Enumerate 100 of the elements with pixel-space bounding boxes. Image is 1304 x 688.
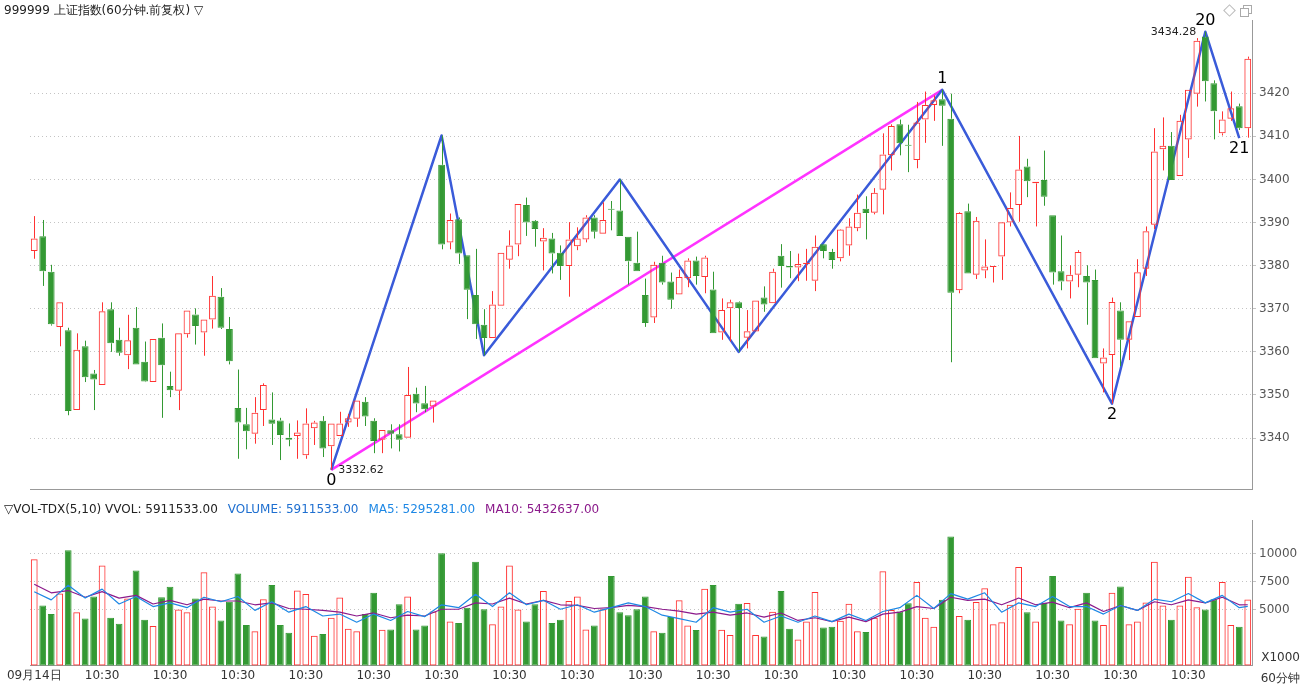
- y-tick-label: 3410: [1259, 128, 1290, 143]
- bar: [47, 614, 55, 666]
- bar: [633, 609, 641, 666]
- bar: [158, 597, 165, 666]
- candlestick: [1117, 301, 1124, 367]
- candlestick: [370, 417, 378, 454]
- bar: [590, 625, 598, 666]
- bar: [319, 633, 327, 666]
- chart-subtitle: VOLUME: 5911533.00: [227, 502, 359, 516]
- candlestick: [709, 271, 717, 334]
- candlestick: [107, 301, 115, 353]
- bar: [1083, 592, 1090, 666]
- x-tick-label: 10:30: [84, 667, 120, 682]
- bar: [64, 550, 72, 666]
- bar: [667, 617, 675, 666]
- annotation: 20: [1195, 9, 1216, 29]
- x-tick-label: 10:30: [831, 667, 867, 682]
- annotation: 1: [937, 67, 948, 87]
- bar: [361, 614, 369, 666]
- candlestick: [192, 307, 199, 346]
- bar: [607, 576, 615, 666]
- chart-title: ▽VOL-TDX(5,10) VVOL: 5911533.00: [4, 502, 218, 516]
- x-tick-label: 10:30: [1171, 667, 1206, 682]
- bar: [947, 536, 955, 666]
- x-tick-label: 10:30: [899, 667, 935, 682]
- y-tick-label: 3390: [1259, 214, 1290, 229]
- candlestick: [455, 216, 462, 265]
- bar: [276, 624, 284, 666]
- candlestick: [243, 407, 250, 450]
- candlestick: [226, 316, 233, 365]
- x-tick-label: 10:30: [424, 667, 459, 682]
- candlestick: [641, 278, 649, 328]
- bar: [556, 619, 564, 666]
- bar: [658, 632, 666, 666]
- bar: [904, 603, 912, 666]
- y-tick-label: 3370: [1259, 300, 1290, 315]
- bar: [616, 612, 624, 666]
- text: MA5: 5295281.00: [368, 502, 476, 516]
- bar: [39, 605, 47, 666]
- candlestick: [1049, 215, 1056, 286]
- y-tick-label: 7500: [1259, 573, 1290, 588]
- bar: [820, 627, 827, 666]
- y-tick-label: 10000: [1259, 545, 1298, 560]
- bar: [1235, 626, 1243, 666]
- candlestick: [667, 272, 675, 310]
- text: MA10: 5432637.00: [485, 502, 600, 516]
- bar: [226, 601, 233, 666]
- candlestick: [616, 178, 624, 236]
- x-tick-label: 10:30: [288, 667, 324, 682]
- bar: [709, 584, 717, 666]
- bar: [141, 619, 148, 666]
- y-tick-label: 3420: [1259, 85, 1290, 100]
- x-tick-label: 10:30: [560, 667, 595, 682]
- candlestick: [1167, 131, 1175, 180]
- y-tick-label: 3400: [1259, 171, 1290, 186]
- candlestick: [862, 195, 870, 240]
- x-tick-label: 10:30: [492, 667, 527, 682]
- bar: [862, 632, 870, 666]
- candlestick: [658, 255, 666, 286]
- candlestick: [81, 340, 89, 383]
- bar: [938, 599, 946, 666]
- text: 60分钟: [1260, 670, 1300, 687]
- bar: [438, 553, 445, 666]
- bar: [624, 615, 632, 666]
- x-tick-label: 10:30: [627, 667, 663, 682]
- candlestick: [947, 93, 955, 363]
- candlestick: [39, 219, 47, 287]
- y-tick-label: 3360: [1259, 344, 1290, 358]
- candlestick: [692, 256, 700, 286]
- x-tick-label: 10:30: [967, 667, 1002, 682]
- bar: [395, 604, 403, 666]
- bar: [285, 632, 293, 666]
- x-tick-label: 10:30: [763, 667, 799, 682]
- candlestick: [590, 214, 598, 240]
- bar: [896, 611, 904, 666]
- candlestick: [1023, 158, 1031, 198]
- x-tick-label: 10:30: [695, 667, 731, 682]
- candlestick: [472, 248, 479, 340]
- x-tick-label: 10:30: [1103, 667, 1138, 682]
- y-tick-label: 3340: [1259, 430, 1290, 445]
- candlestick: [735, 302, 742, 353]
- bar: [268, 584, 276, 666]
- x-tick-label: 10:30: [356, 667, 391, 682]
- candlestick: [268, 391, 276, 446]
- candlestick: [523, 197, 530, 237]
- bar: [1210, 599, 1218, 666]
- chart-title: 999999 上证指数(60分钟.前复权) ▽: [4, 3, 204, 17]
- annotation: 3434.28: [1150, 24, 1197, 38]
- bar: [964, 619, 972, 666]
- candlestick: [896, 119, 904, 156]
- bar: [641, 596, 649, 666]
- bar: [1023, 612, 1031, 666]
- bar: [1049, 576, 1056, 666]
- bar: [1201, 609, 1209, 666]
- annotation: 3332.62: [338, 462, 384, 476]
- candlestick: [938, 89, 946, 147]
- candlestick: [556, 244, 564, 281]
- annotation: 2: [1106, 403, 1118, 423]
- candlestick: [387, 423, 395, 449]
- candlestick: [47, 264, 55, 325]
